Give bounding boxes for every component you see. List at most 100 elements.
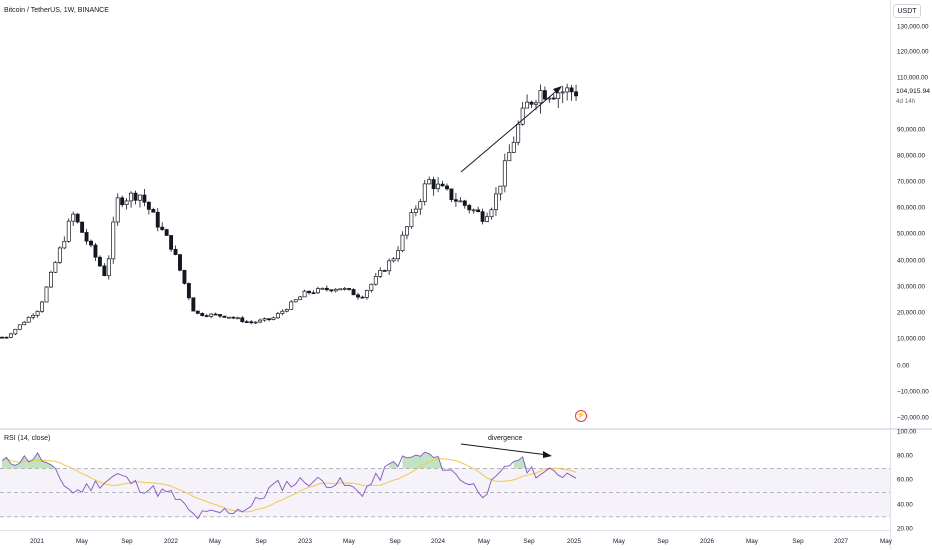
candle-body [320,287,325,290]
currency-button[interactable]: USDT [893,4,921,18]
rsi-tick-label: 100.00 [897,428,917,436]
rsi-overbought-fill [46,462,51,469]
candle-body [26,316,31,323]
candle-body [142,194,147,203]
candle-body [169,235,174,250]
candle-body [351,289,356,296]
rsi-line [1,451,577,520]
candle-body [342,288,347,290]
time-tick-label: Sep [657,538,669,545]
candle-body [347,288,352,290]
candle-body [182,269,187,284]
candle-body [338,288,343,291]
rsi-overbought-fill [433,456,439,469]
candle-body [218,314,222,317]
candle-body [53,262,58,273]
rsi-overbought-fill [37,452,43,469]
candle-body [262,318,267,321]
price-tick-label: 90,000.00 [897,126,926,134]
candle-body [111,221,116,260]
candle-body [102,265,107,277]
candle-body [195,310,200,314]
candle-body [186,283,191,299]
pane-divider[interactable] [0,428,932,430]
candle-body [258,319,263,323]
candle-body [387,260,392,272]
time-tick-label: Sep [389,538,401,545]
candle-body [155,211,160,228]
candle-body [436,183,441,190]
time-tick-label: May [76,538,88,545]
time-tick-label: May [209,538,221,545]
divergence-annotation[interactable]: divergence [488,435,523,442]
rsi-overbought-fill [522,457,528,469]
time-tick-label: 2023 [297,538,313,545]
rsi-overbought-fill [6,457,11,469]
candle-body [151,209,156,213]
rsi-pane[interactable]: RSI (14, close) [0,430,890,530]
time-tick-label: Sep [523,538,535,545]
candle-body [453,199,458,202]
price-tick-label: 50,000.00 [897,230,926,238]
candle-body [200,313,205,316]
candle-body [271,317,276,320]
time-axis[interactable] [0,530,890,550]
candle-body [396,250,401,260]
candle-body [494,193,498,211]
candle-body [275,313,280,319]
candle-countdown: 4d 14h [896,98,916,105]
rsi-tick-label: 20.00 [897,525,913,533]
candle-body [17,324,22,330]
candle-body [106,258,111,277]
candle-body [160,226,165,230]
price-tick-label: 110,000.00 [897,74,929,82]
candle-body [173,248,178,255]
price-tick-label: 30,000.00 [897,283,926,291]
candle-body [293,299,298,303]
candle-body [89,240,93,246]
candle-body [209,313,214,317]
time-tick-label: Sep [255,538,267,545]
candle-body [93,244,98,258]
lightning-icon[interactable]: ⚡ [575,410,587,422]
rsi-overbought-fill [19,455,25,469]
candle-body [551,97,556,100]
candle-body [71,213,76,222]
candle-body [80,221,85,233]
price-tick-label: −20,000.00 [897,414,929,422]
rsi-overbought-fill [389,461,394,469]
time-tick-label: 2026 [699,538,715,545]
candle-body [418,201,423,210]
candle-body [542,90,547,100]
candlestick-chart[interactable] [0,0,890,428]
candle-body [48,271,53,288]
candle-body [138,194,142,201]
candle-body [462,200,467,206]
candle-body [311,292,316,295]
candle-body [244,321,249,324]
candle-body [307,290,312,294]
candle-body [66,220,71,242]
rsi-chart[interactable] [0,430,890,530]
candle-body [280,310,285,314]
rsi-overbought-fill [513,460,519,469]
candle-body [445,185,449,190]
candle-body [409,212,414,228]
price-tick-label: 70,000.00 [897,178,926,186]
price-chart-pane[interactable]: Bitcoin / TetherUS, 1W, BINANCE ⚡ [0,0,890,428]
time-tick-label: May [343,538,355,545]
price-axis[interactable] [890,0,932,550]
candle-body [267,318,271,321]
candle-body [569,87,574,93]
candle-body [0,336,4,339]
rsi-tick-label: 80.00 [897,452,913,460]
time-tick-label: 2025 [566,538,582,545]
rsi-overbought-fill [424,452,430,469]
candle-body [480,211,485,222]
candle-body [529,101,534,105]
price-tick-label: 80,000.00 [897,152,926,160]
price-tick-label: 130,000.00 [897,23,929,31]
candle-body [560,91,565,94]
rsi-overbought-fill [402,456,407,469]
price-tick-label: 0.00 [897,362,910,370]
